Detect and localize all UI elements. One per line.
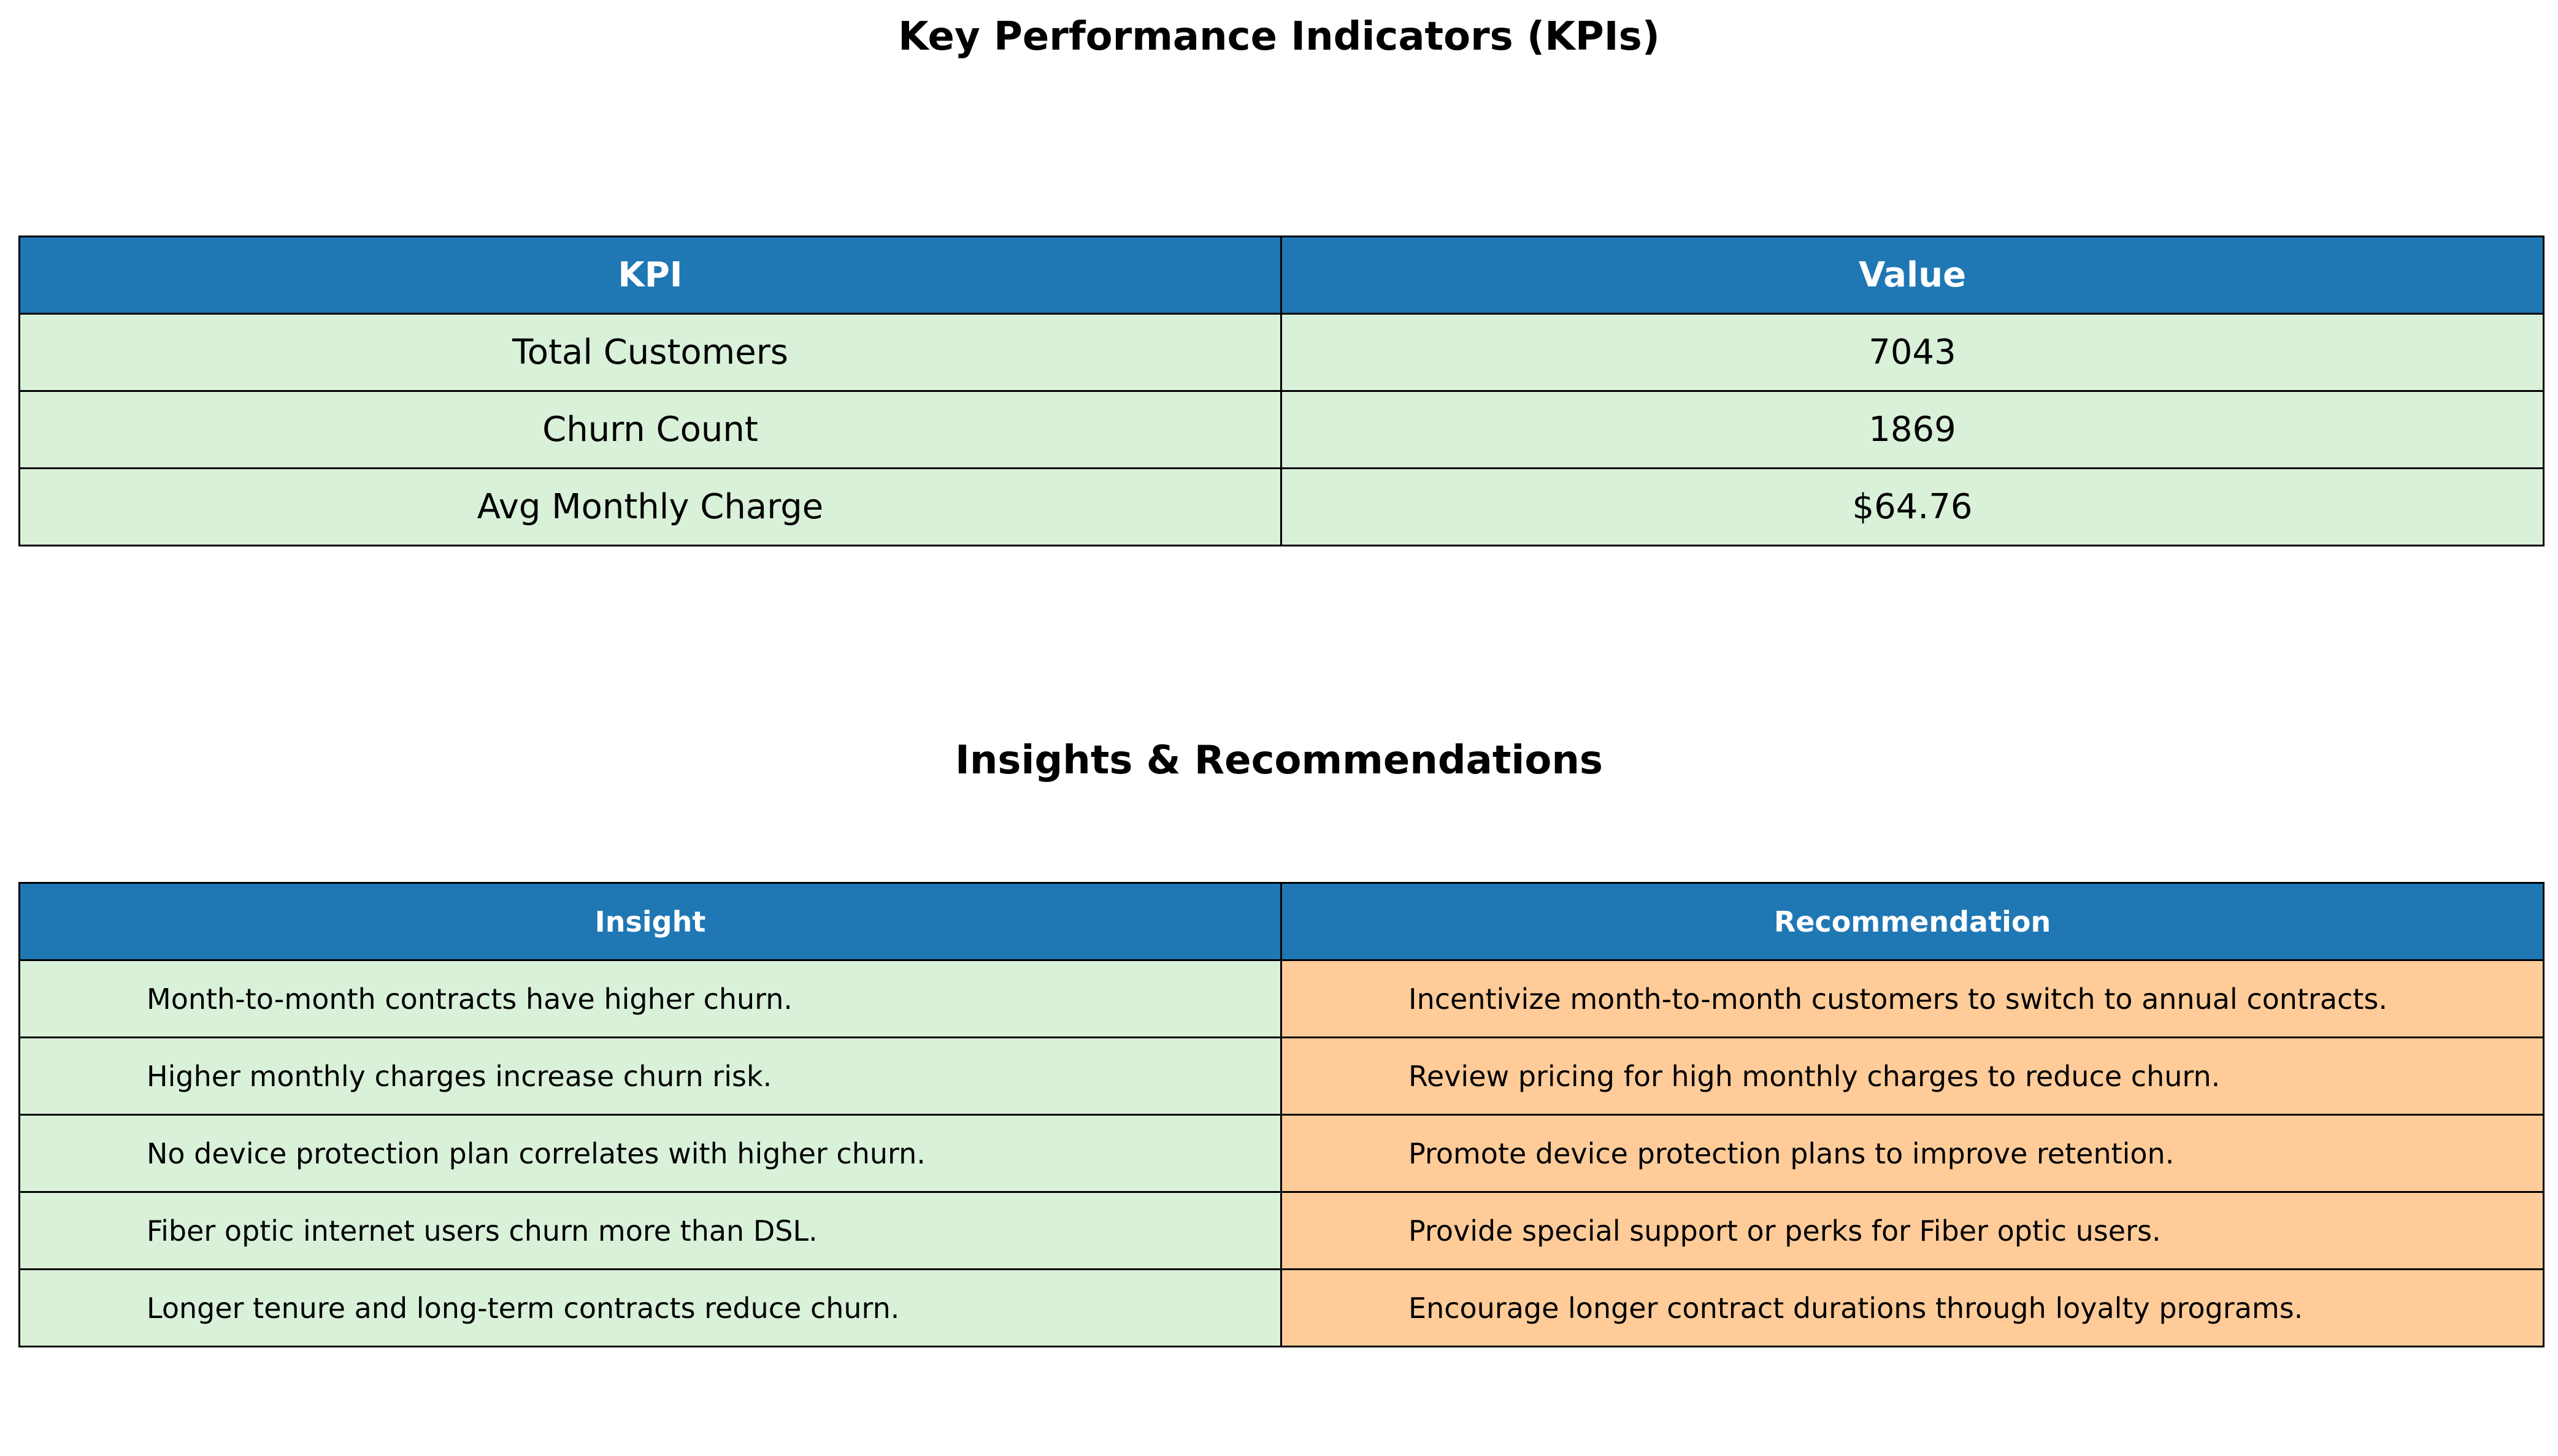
kpi-value-cell: 1869	[1280, 390, 2545, 469]
kpi-table: KPI Value Total Customers 7043 Churn Cou…	[18, 236, 2545, 546]
recommendation-column-header: Recommendation	[1280, 882, 2545, 961]
insight-cell: No device protection plan correlates wit…	[18, 1114, 1282, 1193]
table-row: Higher monthly charges increase churn ri…	[18, 1036, 2545, 1116]
table-row: Avg Monthly Charge $64.76	[18, 467, 2545, 546]
table-row: No device protection plan correlates wit…	[18, 1114, 2545, 1193]
kpi-section-title: Key Performance Indicators (KPIs)	[898, 14, 1660, 59]
insights-section-title: Insights & Recommendations	[955, 738, 1603, 783]
insights-table: Insight Recommendation Month-to-month co…	[18, 882, 2545, 1347]
recommendation-cell: Provide special support or perks for Fib…	[1280, 1191, 2545, 1270]
kpi-value-cell: $64.76	[1280, 467, 2545, 546]
insight-cell: Higher monthly charges increase churn ri…	[18, 1036, 1282, 1116]
table-row: Month-to-month contracts have higher chu…	[18, 959, 2545, 1038]
kpi-name-cell: Avg Monthly Charge	[18, 467, 1282, 546]
value-column-header: Value	[1280, 236, 2545, 315]
kpi-column-header: KPI	[18, 236, 1282, 315]
table-row: Churn Count 1869	[18, 390, 2545, 469]
recommendation-cell: Promote device protection plans to impro…	[1280, 1114, 2545, 1193]
recommendation-cell: Incentivize month-to-month customers to …	[1280, 959, 2545, 1038]
kpi-name-cell: Churn Count	[18, 390, 1282, 469]
insight-column-header: Insight	[18, 882, 1282, 961]
kpi-value-cell: 7043	[1280, 313, 2545, 392]
recommendation-cell: Encourage longer contract durations thro…	[1280, 1268, 2545, 1347]
insights-header-row: Insight Recommendation	[18, 882, 2545, 961]
table-row: Fiber optic internet users churn more th…	[18, 1191, 2545, 1270]
kpi-name-cell: Total Customers	[18, 313, 1282, 392]
insight-cell: Month-to-month contracts have higher chu…	[18, 959, 1282, 1038]
kpi-header-row: KPI Value	[18, 236, 2545, 315]
insight-cell: Fiber optic internet users churn more th…	[18, 1191, 1282, 1270]
recommendation-cell: Review pricing for high monthly charges …	[1280, 1036, 2545, 1116]
insight-cell: Longer tenure and long-term contracts re…	[18, 1268, 1282, 1347]
table-row: Longer tenure and long-term contracts re…	[18, 1268, 2545, 1347]
table-row: Total Customers 7043	[18, 313, 2545, 392]
